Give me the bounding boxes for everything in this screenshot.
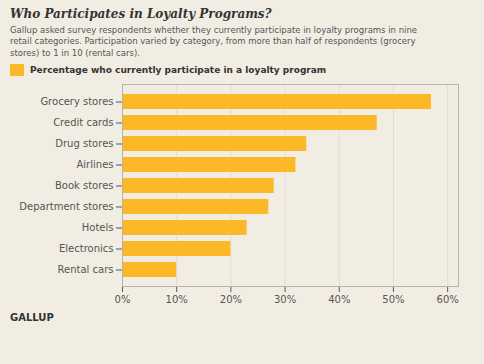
svg-text:60%: 60% xyxy=(437,294,459,305)
svg-text:Credit cards: Credit cards xyxy=(53,118,113,129)
svg-text:Airlines: Airlines xyxy=(77,160,114,171)
svg-text:0%: 0% xyxy=(115,294,131,305)
svg-text:Rental cars: Rental cars xyxy=(58,265,114,276)
svg-text:Grocery stores: Grocery stores xyxy=(40,97,113,108)
svg-text:50%: 50% xyxy=(382,294,404,305)
svg-text:Book stores: Book stores xyxy=(55,181,114,192)
svg-text:30%: 30% xyxy=(274,294,296,305)
html-text:Gallup asked survey respondent: Gallup asked survey respondents whether … xyxy=(10,25,418,58)
svg-text:40%: 40% xyxy=(328,294,350,305)
html-text:GALLUP: GALLUP xyxy=(10,312,54,324)
html-text:Who Participates in Loyalty Pr: Who Participates in Loyalty Programs? xyxy=(10,7,272,21)
svg-text:Drug stores: Drug stores xyxy=(55,139,113,150)
svg-text:Electronics: Electronics xyxy=(59,244,114,255)
html-text:Percentage who currently parti: Percentage who currently participate in … xyxy=(30,65,327,76)
svg-text:20%: 20% xyxy=(220,294,242,305)
svg-text:Department stores: Department stores xyxy=(19,202,113,213)
svg-text:Hotels: Hotels xyxy=(82,223,114,234)
svg-text:10%: 10% xyxy=(166,294,188,305)
